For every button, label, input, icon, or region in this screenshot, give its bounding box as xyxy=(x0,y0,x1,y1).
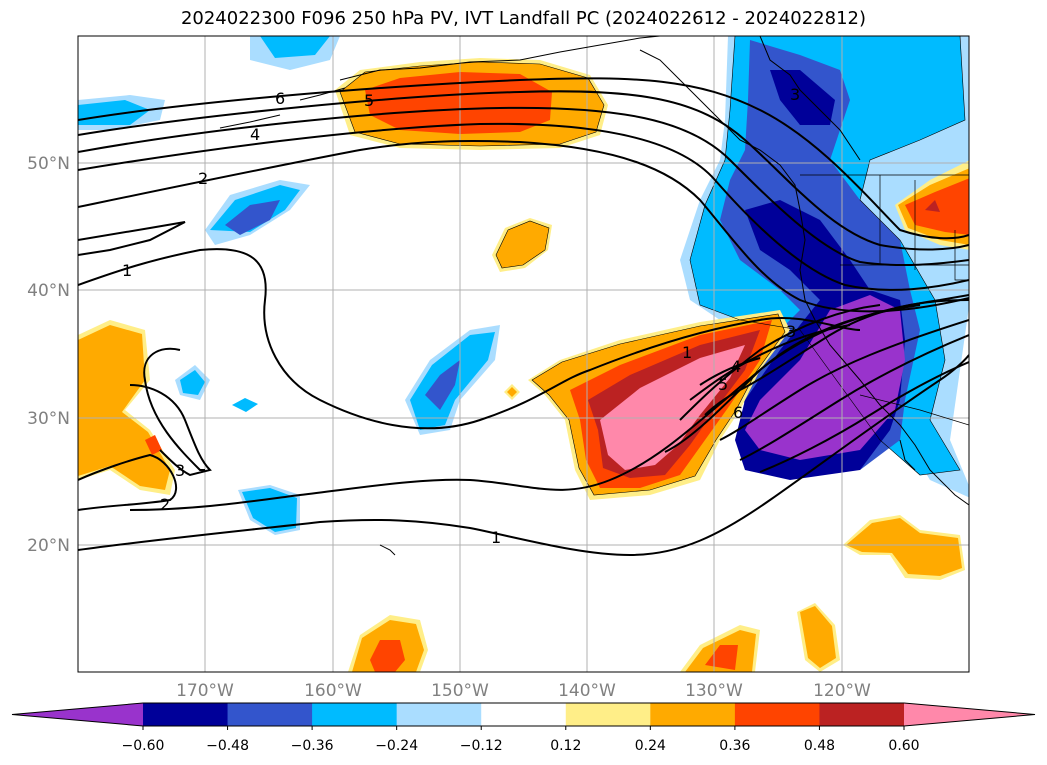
contour-label: 3 xyxy=(790,85,800,104)
longitude-labels: 170°W 160°W 150°W 140°W 130°W 120°W xyxy=(176,681,871,701)
colorbar: −0.60 −0.48 −0.36 −0.24 −0.12 0.12 0.24 0.36 0.4… xyxy=(11,702,1036,754)
contour-label: 1 xyxy=(122,261,132,280)
colorbar-tick-label: 0.48 xyxy=(804,738,835,754)
colorbar-tick-label: −0.36 xyxy=(291,738,334,754)
colorbar-segment xyxy=(396,703,482,726)
colorbar-tick-label: 0.36 xyxy=(719,738,750,754)
lon-label: 130°W xyxy=(685,681,743,701)
lat-label: 50°N xyxy=(27,154,70,174)
gridlines xyxy=(78,36,969,672)
colorbar-tick-label: −0.12 xyxy=(460,738,503,754)
colorbar-tick-label: −0.24 xyxy=(375,738,418,754)
contour-label: 3 xyxy=(786,322,796,341)
contour-label: 4 xyxy=(731,357,741,376)
colorbar-extend-min xyxy=(12,703,143,726)
contour-label: 1 xyxy=(682,343,692,362)
contour-label: 3 xyxy=(175,461,185,480)
contour-label: 2 xyxy=(160,495,170,514)
colorbar-tick-label: 0.24 xyxy=(635,738,666,754)
lon-label: 170°W xyxy=(176,681,234,701)
contour-label: 1 xyxy=(491,528,501,547)
lat-label: 40°N xyxy=(27,281,70,301)
contour-label: 6 xyxy=(733,403,743,422)
colorbar-extend-max xyxy=(904,703,1035,726)
contour-label: 5 xyxy=(718,375,728,394)
pv-contours xyxy=(78,77,969,557)
lat-label: 30°N xyxy=(27,409,70,429)
pv-shading xyxy=(78,36,969,672)
lon-label: 160°W xyxy=(304,681,362,701)
contour-label: 6 xyxy=(275,89,285,108)
lon-label: 150°W xyxy=(431,681,489,701)
colorbar-segment xyxy=(734,703,820,726)
map-frame xyxy=(77,35,970,673)
colorbar-tick-label: 0.12 xyxy=(550,738,581,754)
lat-label: 20°N xyxy=(27,536,70,556)
lon-label: 120°W xyxy=(813,681,871,701)
contour-labels: 6 5 4 2 1 3 2 3 1 1 4 5 6 3 xyxy=(122,85,800,547)
colorbar-tick-label: −0.48 xyxy=(206,738,249,754)
colorbar-segment xyxy=(650,703,736,726)
coastlines xyxy=(219,36,969,556)
colorbar-segment xyxy=(227,703,313,726)
colorbar-tick-label: 0.60 xyxy=(888,738,919,754)
colorbar-tick-label: −0.60 xyxy=(122,738,165,754)
colorbar-segment xyxy=(819,703,905,726)
map-title: 2024022300 F096 250 hPa PV, IVT Landfall… xyxy=(180,8,867,29)
colorbar-segment xyxy=(143,703,229,726)
lon-label: 140°W xyxy=(558,681,616,701)
colorbar-segment xyxy=(565,703,651,726)
contour-label: 4 xyxy=(250,125,260,144)
colorbar-segment xyxy=(312,703,398,726)
colorbar-segment xyxy=(481,703,567,726)
contour-label: 2 xyxy=(198,169,208,188)
contour-label: 5 xyxy=(364,91,374,110)
latitude-labels: 50°N 40°N 30°N 20°N xyxy=(27,154,70,556)
